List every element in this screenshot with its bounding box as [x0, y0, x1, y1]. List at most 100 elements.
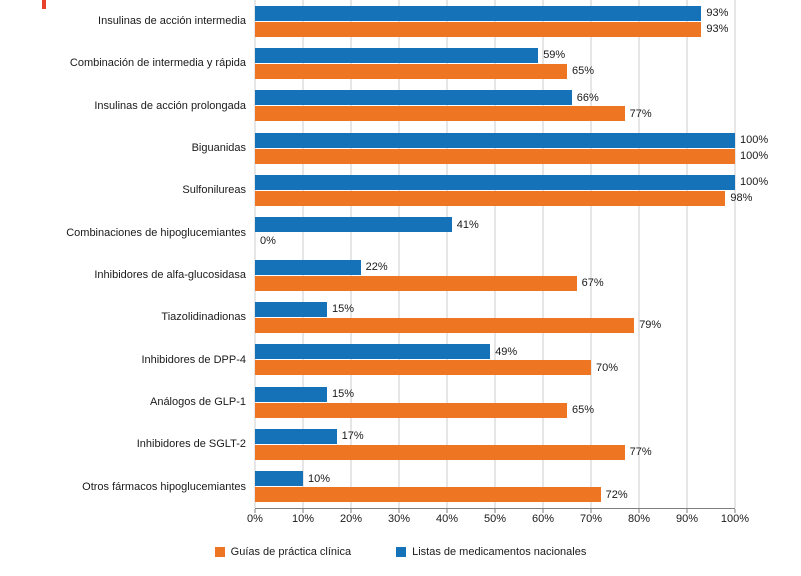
bar-value-label: 93%	[706, 7, 729, 20]
bar-listas-nacionales	[255, 471, 303, 487]
tick-label: 90%	[675, 513, 699, 525]
bar-value-label: 41%	[456, 218, 479, 231]
bar-line: 93%	[255, 5, 735, 21]
tick-mark	[638, 509, 640, 513]
bar-line: 15%	[255, 386, 735, 402]
bar-line: 72%	[255, 487, 735, 503]
tick-mark	[734, 509, 736, 513]
legend-item: Guías de práctica clínica	[214, 546, 352, 558]
category-label: Otros fármacos hipoglucemiantes	[82, 480, 246, 493]
bar-line: 70%	[255, 360, 735, 376]
tick-mark	[542, 509, 544, 513]
gridline	[254, 0, 256, 508]
bar-listas-nacionales	[255, 132, 735, 148]
legend-swatch	[214, 547, 225, 557]
bar-line: 65%	[255, 402, 735, 418]
tick-mark	[398, 509, 400, 513]
category-label: Combinaciones de hipoglucemiantes	[66, 226, 246, 239]
bar-line: 77%	[255, 444, 735, 460]
bar-guias-clinicas	[255, 360, 591, 376]
bar-line: 66%	[255, 90, 735, 106]
legend-label: Listas de medicamentos nacionales	[412, 546, 587, 558]
bar-pair: 100% 100%	[255, 127, 768, 169]
bar-pair: 66% 77%	[255, 85, 735, 127]
bar-guias-clinicas	[255, 402, 567, 418]
gridline	[350, 0, 352, 508]
category-label: Inhibidores de DPP-4	[141, 353, 246, 366]
legend-label: Guías de práctica clínica	[230, 546, 352, 558]
bar-listas-nacionales	[255, 217, 452, 233]
category-group: Biguanidas 100% 100%	[0, 127, 768, 169]
tick-label: 40%	[435, 513, 459, 525]
chart-rows: Insulinas de acción intermedia 93% 93% Comb…	[0, 0, 768, 508]
bar-pair: 49% 70%	[255, 339, 735, 381]
bar-value-label: 77%	[629, 107, 652, 120]
bar-value-label: 67%	[581, 277, 604, 290]
bar-listas-nacionales	[255, 301, 327, 317]
bar-line: 17%	[255, 428, 735, 444]
legend-swatch	[396, 547, 407, 557]
bar-line: 10%	[255, 471, 735, 487]
bar-value-label: 70%	[596, 361, 619, 374]
bar-guias-clinicas	[255, 487, 601, 503]
bar-value-label: 59%	[543, 49, 566, 62]
tick-label: 20%	[339, 513, 363, 525]
bar-value-label: 15%	[332, 303, 355, 316]
bar-pair: 17% 77%	[255, 423, 735, 465]
bar-value-label: 79%	[639, 319, 662, 332]
bar-value-label: 100%	[740, 134, 769, 147]
bar-value-label: 100%	[740, 176, 769, 189]
bar-line: 77%	[255, 106, 735, 122]
bar-line: 15%	[255, 301, 735, 317]
bar-line: 49%	[255, 344, 735, 360]
bar-listas-nacionales	[255, 47, 539, 63]
bar-pair: 93% 93%	[255, 0, 735, 42]
gridline	[638, 0, 640, 508]
gridline	[398, 0, 400, 508]
bar-listas-nacionales	[255, 174, 735, 190]
tick-label: 0%	[247, 513, 263, 525]
bar-value-label: 49%	[495, 345, 518, 358]
bar-value-label: 93%	[706, 23, 729, 36]
bar-value-label: 15%	[332, 388, 355, 401]
bar-guias-clinicas	[255, 148, 735, 164]
bar-value-label: 65%	[572, 65, 595, 78]
tick-mark	[590, 509, 592, 513]
bar-value-label: 17%	[341, 430, 364, 443]
cropped-title-marker	[42, 0, 46, 9]
bar-value-label: 77%	[629, 446, 652, 459]
bar-listas-nacionales	[255, 386, 327, 402]
bar-guias-clinicas	[255, 21, 702, 37]
tick-label: 50%	[483, 513, 507, 525]
category-group: Tiazolidinadionas 15% 79%	[0, 296, 735, 338]
bar-pair: 15% 79%	[255, 296, 735, 338]
category-label: Tiazolidinadionas	[161, 311, 246, 324]
gridline	[494, 0, 496, 508]
category-label: Biguanidas	[191, 142, 246, 155]
bar-guias-clinicas	[255, 63, 567, 79]
tick-mark	[446, 509, 448, 513]
category-group: Otros fármacos hipoglucemiantes 10% 72%	[0, 466, 735, 508]
category-label: Combinación de intermedia y rápida	[69, 57, 246, 70]
tick-label: 70%	[579, 513, 603, 525]
bar-value-label: 72%	[605, 488, 628, 501]
bar-pair: 100% 98%	[255, 169, 768, 211]
category-group: Inhibidores de DPP-4 49% 70%	[0, 339, 735, 381]
category-group: Sulfonilureas 100% 98%	[0, 169, 768, 211]
tick-mark	[254, 509, 256, 513]
tick-mark	[494, 509, 496, 513]
bar-value-label: 0%	[260, 234, 276, 247]
bar-line: 79%	[255, 317, 735, 333]
legend-item: Listas de medicamentos nacionales	[396, 546, 586, 558]
tick-mark	[350, 509, 352, 513]
bar-guias-clinicas	[255, 106, 625, 122]
tick-label: 60%	[531, 513, 555, 525]
bar-line: 41%	[255, 217, 735, 233]
tick-label: 30%	[387, 513, 411, 525]
category-label: Insulinas de acción intermedia	[98, 15, 246, 28]
bar-pair: 15% 65%	[255, 381, 735, 423]
tick-label: 10%	[291, 513, 315, 525]
bar-value-label: 98%	[730, 192, 753, 205]
bar-value-label: 22%	[365, 261, 388, 274]
category-group: Combinaciones de hipoglucemiantes 41% 0%	[0, 212, 735, 254]
